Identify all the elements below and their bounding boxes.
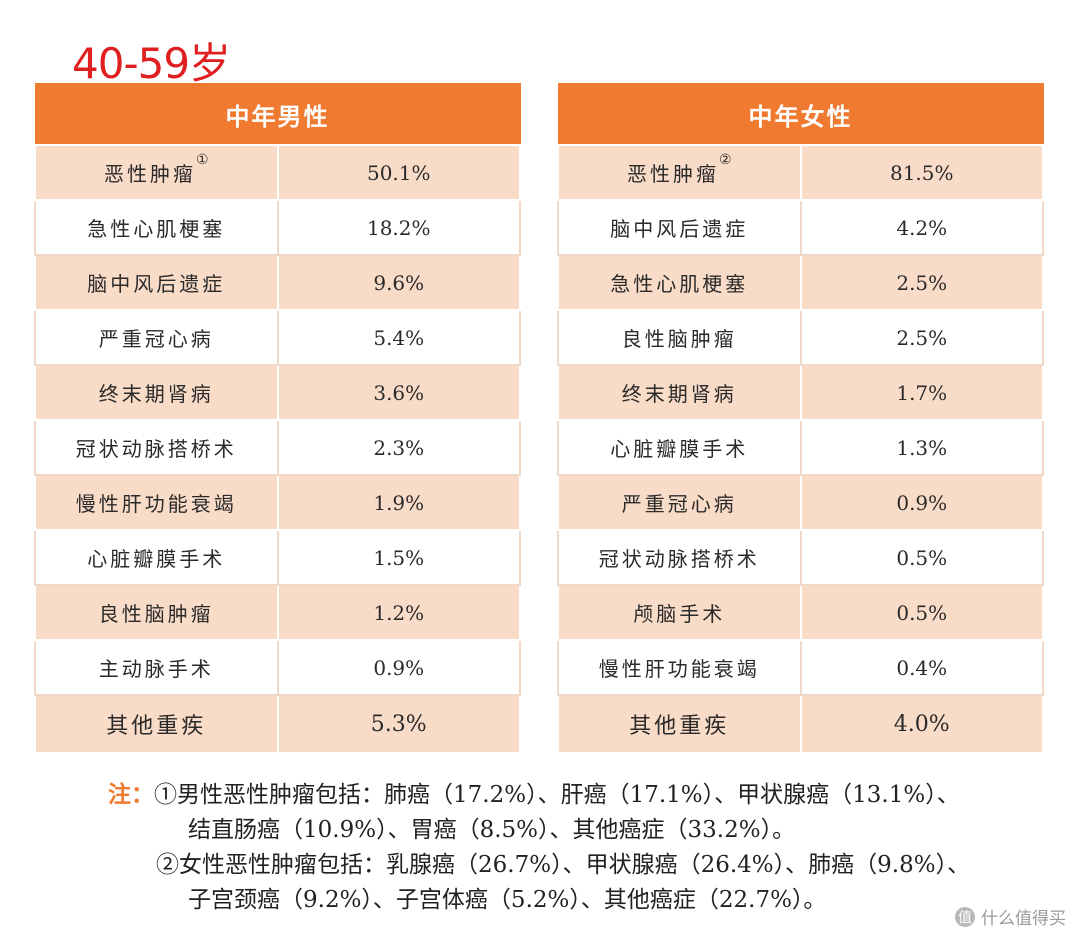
footnote-2-line-2: 子宫颈癌（9.2%）、子宫体癌（5.2%）、其他癌症（22.7%）。: [188, 887, 827, 913]
female-table: 中年女性 恶性肿瘤② 81.5% 脑中风后遗症 4.2% 急性心肌梗塞 2.5% 良性…: [557, 83, 1044, 754]
table-cell-value: 1.2%: [276, 584, 521, 641]
table-cell-name: 严重冠心病: [34, 309, 279, 366]
table-cell-name: 冠状动脉搭桥术: [557, 529, 802, 586]
table-cell-value: 9.6%: [276, 254, 521, 311]
watermark-logo-icon: 值: [955, 906, 975, 927]
table-cell-name: 终末期肾病: [557, 364, 802, 421]
table-cell-value: 0.5%: [799, 584, 1044, 641]
notes-label: 注：: [108, 782, 154, 808]
table-cell-value: 0.9%: [799, 474, 1044, 531]
page-title: 40-59岁: [72, 39, 231, 88]
table-cell-name: 冠状动脉搭桥术: [34, 419, 279, 476]
table-cell-value: 0.9%: [276, 639, 521, 696]
table-cell-value: 1.7%: [799, 364, 1044, 421]
table-cell-value: 18.2%: [276, 199, 521, 256]
table-cell-value: 4.2%: [799, 199, 1044, 256]
table-cell-value: 1.3%: [799, 419, 1044, 476]
footnote-2-line-1: ②女性恶性肿瘤包括：乳腺癌（26.7%）、甲状腺癌（26.4%）、肺癌（9.8%…: [156, 852, 971, 878]
table-cell-name: 恶性肿瘤①: [34, 144, 279, 201]
table-cell-name: 其他重疾: [557, 694, 802, 754]
table-cell-name: 脑中风后遗症: [34, 254, 279, 311]
table-cell-value: 81.5%: [799, 144, 1044, 201]
footnote-marker: ①: [195, 152, 209, 168]
male-table-header: 中年男性: [34, 83, 521, 146]
footnote-marker: ②: [718, 152, 732, 168]
table-cell-value: 1.9%: [276, 474, 521, 531]
table-cell-name: 严重冠心病: [557, 474, 802, 531]
footnote-1-line-1: 注：①男性恶性肿瘤包括：肺癌（17.2%）、肝癌（17.1%）、甲状腺癌（13.…: [108, 782, 960, 808]
footnote-1-line-2: 结直肠癌（10.9%）、胃癌（8.5%）、其他癌症（33.2%）。: [188, 817, 796, 843]
table-cell-value: 5.3%: [276, 694, 521, 754]
female-table-header: 中年女性: [557, 83, 1044, 146]
table-cell-value: 2.5%: [799, 254, 1044, 311]
table-cell-name: 急性心肌梗塞: [557, 254, 802, 311]
table-cell-value: 4.0%: [799, 694, 1044, 754]
table-cell-name: 颅脑手术: [557, 584, 802, 641]
table-cell-value: 0.4%: [799, 639, 1044, 696]
table-cell-name: 良性脑肿瘤: [34, 584, 279, 641]
table-cell-name: 慢性肝功能衰竭: [34, 474, 279, 531]
watermark: 值 什么值得买: [955, 904, 1066, 929]
table-cell-name: 脑中风后遗症: [557, 199, 802, 256]
table-cell-name: 心脏瓣膜手术: [557, 419, 802, 476]
table-cell-name: 良性脑肿瘤: [557, 309, 802, 366]
table-cell-value: 2.3%: [276, 419, 521, 476]
table-cell-name: 急性心肌梗塞: [34, 199, 279, 256]
male-table: 中年男性 恶性肿瘤① 50.1% 急性心肌梗塞 18.2% 脑中风后遗症 9.6% 严…: [34, 83, 521, 754]
table-cell-value: 50.1%: [276, 144, 521, 201]
table-cell-value: 2.5%: [799, 309, 1044, 366]
table-cell-value: 3.6%: [276, 364, 521, 421]
watermark-text: 什么值得买: [981, 909, 1066, 929]
table-cell-name: 终末期肾病: [34, 364, 279, 421]
table-cell-name: 主动脉手术: [34, 639, 279, 696]
table-cell-name: 恶性肿瘤②: [557, 144, 802, 201]
table-cell-name: 心脏瓣膜手术: [34, 529, 279, 586]
table-cell-name: 慢性肝功能衰竭: [557, 639, 802, 696]
table-cell-value: 1.5%: [276, 529, 521, 586]
footnotes: 注：①男性恶性肿瘤包括：肺癌（17.2%）、肝癌（17.1%）、甲状腺癌（13.…: [108, 778, 970, 918]
table-cell-value: 0.5%: [799, 529, 1044, 586]
table-cell-name: 其他重疾: [34, 694, 279, 754]
table-cell-value: 5.4%: [276, 309, 521, 366]
